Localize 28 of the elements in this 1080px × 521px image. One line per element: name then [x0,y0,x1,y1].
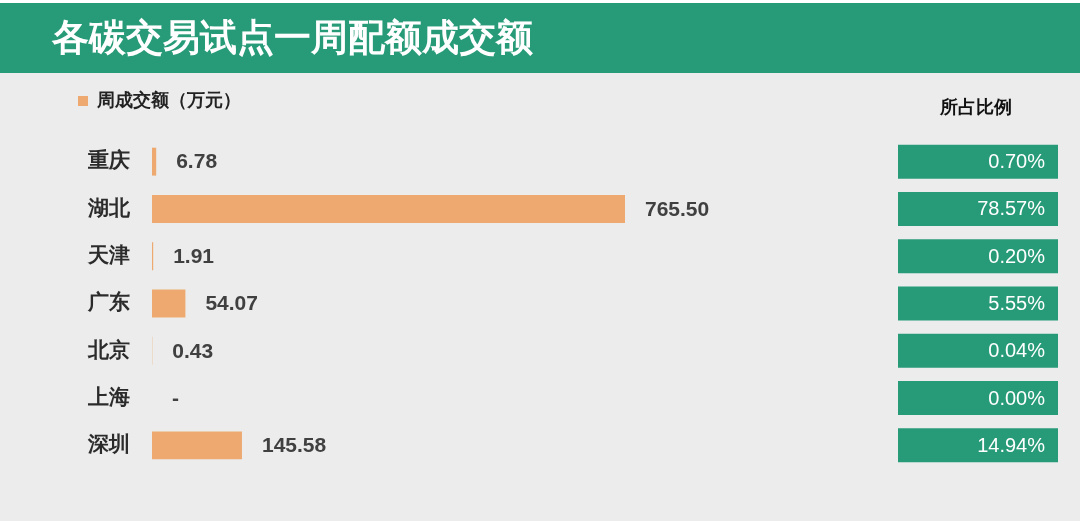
data-label: 1.91 [173,244,215,268]
text: 14.94% [977,433,1046,456]
data-label: 6.78 [176,149,218,173]
legend-label: 周成交额（万元） [96,89,241,110]
text: 0.04% [988,339,1046,362]
y-tick-label: 湖北 [87,195,131,219]
bar [152,289,186,318]
y-tick-label: 重庆 [87,148,130,172]
text: 0.20% [988,244,1046,267]
bar [152,194,625,223]
text: 5.55% [988,292,1046,315]
y-tick-label: 北京 [87,337,130,361]
y-tick-label: 天津 [87,243,130,267]
chart-title: 各碳交易试点一周配额成交额 [51,17,533,59]
y-tick-label: 广东 [87,290,130,314]
data-label: 145.58 [261,433,327,457]
y-tick-label: 深圳 [87,432,130,456]
bar [152,147,157,176]
text: 0.70% [988,150,1046,173]
text: 0.00% [988,386,1046,409]
y-tick-label: 上海 [87,384,130,408]
data-label: 54.07 [205,291,258,315]
bar [152,431,242,460]
data-label: 0.43 [172,338,214,362]
text: 所占比例 [939,96,1012,117]
text: 78.57% [977,197,1046,220]
data-label: 765.50 [645,196,710,220]
text: - [172,385,179,409]
